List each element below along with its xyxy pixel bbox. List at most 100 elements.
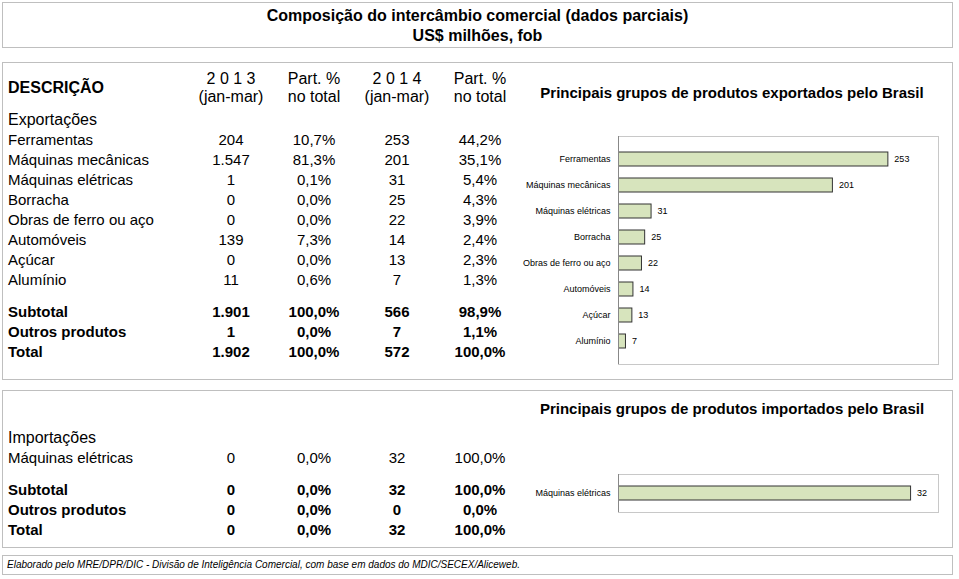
svg-text:Máquinas elétricas: Máquinas elétricas	[535, 206, 611, 216]
html-text:32: 32	[388, 449, 406, 466]
html-text:10,7%: 10,7%	[292, 131, 336, 148]
html-text:572: 572	[384, 343, 410, 360]
html-text:Máquinas elétricas: Máquinas elétricas	[8, 449, 134, 466]
html-text:100,0%: 100,0%	[288, 303, 340, 320]
html-text:Principais grupos de produtos: Principais grupos de produtos importados…	[539, 400, 925, 417]
svg-text:Máquinas mecânicas: Máquinas mecânicas	[526, 180, 611, 190]
html-text:204: 204	[218, 131, 244, 148]
html-text:Automóveis: Automóveis	[8, 231, 87, 248]
html-text:1,3%: 1,3%	[462, 271, 498, 288]
svg-text:Alumínio: Alumínio	[575, 336, 610, 346]
html-text:100,0%: 100,0%	[454, 521, 506, 538]
html-text:DESCRIÇÃO: DESCRIÇÃO	[8, 79, 104, 96]
html-text:Principais grupos de produtos: Principais grupos de produtos exportados…	[540, 84, 924, 101]
html-text:Subtotal: Subtotal	[8, 303, 68, 320]
html-text:31: 31	[388, 171, 406, 188]
svg-text:Borracha: Borracha	[574, 232, 611, 242]
html-text:Total: Total	[8, 343, 43, 360]
html-text:14: 14	[388, 231, 406, 248]
html-text:Part. %: Part. %	[287, 70, 341, 87]
html-text:0,0%: 0,0%	[296, 501, 332, 518]
html-text:25: 25	[388, 191, 406, 208]
html-text:5,4%: 5,4%	[462, 171, 498, 188]
html-text:1: 1	[226, 171, 236, 188]
html-text:(jan-mar): (jan-mar)	[198, 88, 264, 105]
html-text:Obras de ferro ou aço: Obras de ferro ou aço	[8, 211, 154, 228]
html-text:Ferramentas: Ferramentas	[8, 131, 93, 148]
html-text:81,3%: 81,3%	[292, 151, 336, 168]
svg-text:14: 14	[639, 284, 649, 294]
html-text:0,0%: 0,0%	[296, 521, 332, 538]
svg-text:Ferramentas: Ferramentas	[559, 154, 611, 164]
html-text:1.547: 1.547	[212, 151, 250, 168]
html-text:201: 201	[384, 151, 410, 168]
html-text:44,2%: 44,2%	[458, 131, 502, 148]
html-text:3,9%: 3,9%	[462, 211, 498, 228]
svg-text:Açúcar: Açúcar	[582, 310, 610, 320]
html-text:0,0%: 0,0%	[296, 481, 332, 498]
html-text:100,0%: 100,0%	[454, 343, 506, 360]
html-text:13: 13	[388, 251, 406, 268]
html-text:0,0%: 0,0%	[296, 211, 332, 228]
svg-text:Automóveis: Automóveis	[563, 284, 611, 294]
html-text:Máquinas elétricas: Máquinas elétricas	[8, 171, 134, 188]
svg-text:32: 32	[917, 488, 927, 498]
html-text:Açúcar: Açúcar	[8, 251, 55, 268]
html-text:35,1%: 35,1%	[458, 151, 502, 168]
html-text:0: 0	[226, 191, 236, 208]
html-text:2,3%: 2,3%	[462, 251, 498, 268]
svg-text:Máquinas elétricas: Máquinas elétricas	[535, 488, 611, 498]
html-text:1.902: 1.902	[212, 343, 250, 360]
html-text:32: 32	[388, 521, 406, 538]
html-text:32: 32	[388, 481, 406, 498]
html-text:100,0%: 100,0%	[288, 343, 340, 360]
html-text:Subtotal: Subtotal	[8, 481, 68, 498]
html-text:566: 566	[384, 303, 410, 320]
html-text:Outros produtos: Outros produtos	[8, 323, 127, 340]
html-text:no total: no total	[453, 88, 507, 105]
html-text:253: 253	[384, 131, 410, 148]
html-text:US$ milhões, fob: US$ milhões, fob	[412, 27, 543, 44]
html-text:(jan-mar): (jan-mar)	[364, 88, 430, 105]
html-text:Part. %: Part. %	[453, 70, 507, 87]
html-text:Elaborado pelo MRE/DPR/DIC - D: Elaborado pelo MRE/DPR/DIC - Divisão de …	[7, 559, 520, 570]
html-text:0,0%: 0,0%	[296, 449, 332, 466]
html-text:Outros produtos: Outros produtos	[8, 501, 127, 518]
html-text:98,9%: 98,9%	[458, 303, 502, 320]
html-text:Composição do intercâmbio come: Composição do intercâmbio comercial (dad…	[266, 7, 689, 24]
svg-text:25: 25	[651, 232, 661, 242]
html-text:0,0%: 0,0%	[462, 501, 498, 518]
html-text:0: 0	[226, 211, 236, 228]
html-text:2 0 1 4: 2 0 1 4	[372, 70, 422, 87]
html-text:Importações: Importações	[8, 429, 96, 446]
html-text:2 0 1 3: 2 0 1 3	[206, 70, 256, 87]
html-text:Máquinas mecânicas: Máquinas mecânicas	[8, 151, 149, 168]
html-text:0,0%: 0,0%	[296, 323, 332, 340]
html-text:Exportações: Exportações	[8, 111, 97, 128]
svg-text:31: 31	[658, 206, 668, 216]
html-text:2,4%: 2,4%	[462, 231, 498, 248]
html-text:Total: Total	[8, 521, 43, 538]
html-text:11: 11	[223, 271, 239, 288]
html-text:100,0%: 100,0%	[454, 449, 506, 466]
svg-text:7: 7	[632, 336, 637, 346]
html-text:1,1%: 1,1%	[462, 323, 498, 340]
svg-text:253: 253	[894, 154, 909, 164]
html-text:no total: no total	[287, 88, 341, 105]
html-text:Alumínio: Alumínio	[8, 271, 67, 288]
html-text:139: 139	[218, 231, 244, 248]
html-text:Borracha: Borracha	[8, 191, 69, 208]
html-text:4,3%: 4,3%	[462, 191, 498, 208]
html-text:0,1%: 0,1%	[296, 171, 332, 188]
html-text:0,0%: 0,0%	[296, 191, 332, 208]
svg-text:13: 13	[638, 310, 648, 320]
html-text:0,6%: 0,6%	[296, 271, 332, 288]
svg-text:22: 22	[648, 258, 658, 268]
html-text:100,0%: 100,0%	[454, 481, 506, 498]
svg-text:Obras de ferro ou aço: Obras de ferro ou aço	[523, 258, 611, 268]
html-text:1.901: 1.901	[212, 303, 250, 320]
html-text:7,3%: 7,3%	[296, 231, 332, 248]
html-text:22: 22	[388, 211, 406, 228]
svg-text:201: 201	[839, 180, 854, 190]
html-text:0,0%: 0,0%	[296, 251, 332, 268]
